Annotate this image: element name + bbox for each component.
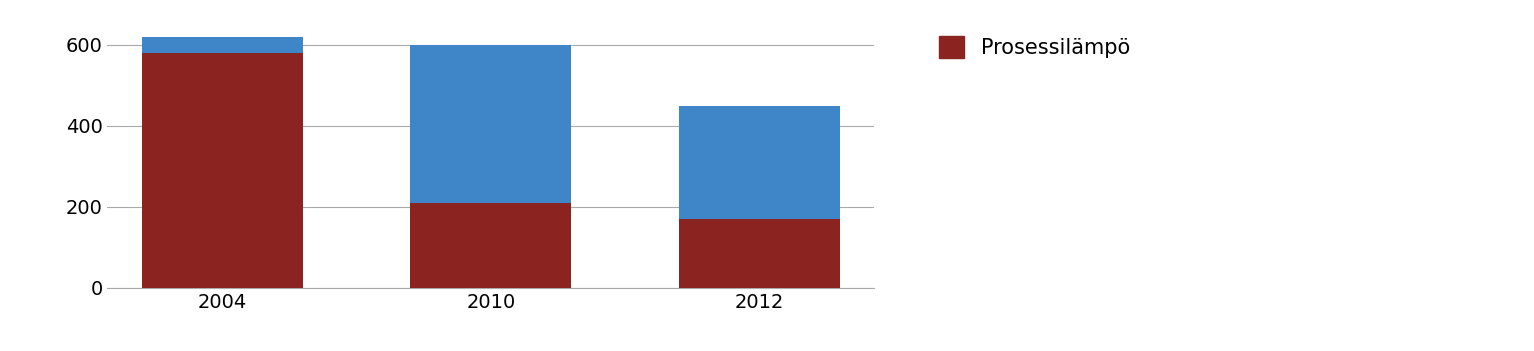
Bar [411, 203, 571, 288]
Legend: Prosessilämpö: Prosessilämpö [931, 28, 1138, 66]
Bar [411, 45, 571, 203]
Bar [143, 37, 304, 53]
Bar [143, 53, 304, 288]
Bar [678, 106, 839, 219]
Bar [678, 219, 839, 288]
